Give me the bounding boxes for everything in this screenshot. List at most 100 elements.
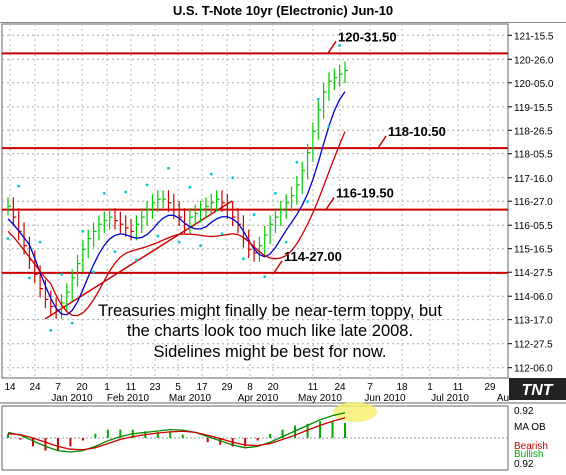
x-day-label: 23	[149, 382, 161, 393]
tnt-logo: TNT	[509, 378, 566, 400]
stop-dot	[209, 172, 213, 176]
y-tick-label: 117-16.0	[514, 174, 553, 185]
chart-title: U.S. T-Note 10yr (Electronic) Jun-10	[0, 0, 566, 23]
y-tick-label: 118-26.5	[514, 126, 553, 137]
stop-dot	[316, 97, 320, 101]
y-tick-label: 112-06.0	[514, 364, 553, 375]
stop-dot	[113, 250, 117, 254]
y-tick-label: 118-05.5	[514, 150, 553, 161]
x-day-label: 29	[484, 382, 496, 393]
stop-dot	[306, 200, 309, 203]
y-tick-label: 114-27.5	[514, 268, 553, 279]
stop-dot	[327, 125, 331, 128]
stop-dot	[145, 183, 149, 187]
annotation-line-3: Sidelines might be best for now.	[154, 343, 387, 361]
y-tick-label: 120-05.0	[514, 79, 554, 90]
level-pointer	[273, 260, 283, 274]
oscillator-label: Bullish	[514, 449, 543, 460]
stop-dot	[241, 257, 245, 261]
stop-dot	[124, 190, 128, 194]
x-day-label: 1	[427, 382, 433, 393]
level-label: 120-31.50	[338, 29, 397, 44]
stop-dot	[156, 234, 160, 238]
oscillator-label: 0.92	[514, 406, 534, 417]
y-tick-label: 112-27.5	[514, 340, 553, 351]
x-day-label: 14	[4, 382, 16, 393]
stop-dot	[134, 258, 138, 262]
y-tick-label: 116-27.0	[514, 197, 553, 208]
x-month-label: Jul 2010	[431, 393, 469, 404]
y-tick-label: 121-15.5	[514, 31, 554, 42]
moving-average-1	[7, 91, 346, 316]
stop-dot	[17, 184, 21, 188]
y-tick-label: 119-15.5	[514, 103, 553, 114]
annotation-line-1: Treasuries might finally be near-term to…	[98, 302, 442, 320]
stop-dot	[188, 185, 192, 189]
stop-dot	[70, 321, 74, 325]
x-day-label: 1	[104, 382, 110, 393]
x-month-label: Jan 2010	[51, 393, 93, 404]
x-month-label: Feb 2010	[107, 393, 150, 404]
level-pointer	[325, 197, 335, 210]
x-month-label: Jun 2010	[364, 393, 406, 404]
stop-dot	[167, 166, 170, 170]
stop-dot	[81, 229, 85, 233]
oscillator-line	[7, 417, 346, 451]
oscillator-line	[7, 412, 346, 453]
x-day-label: 20	[76, 382, 88, 393]
y-tick-label: 120-26.0	[514, 55, 554, 66]
stop-dot	[6, 237, 10, 240]
x-day-label: 11	[126, 382, 137, 393]
y-tick-label: 116-05.5	[514, 221, 553, 232]
x-day-label: 18	[396, 382, 408, 393]
stop-dot	[60, 272, 63, 276]
level-label: 116-19.50	[336, 186, 394, 201]
stop-dot	[274, 191, 277, 195]
stop-dot	[338, 44, 342, 47]
stop-dot	[231, 176, 235, 180]
x-month-label: Au	[497, 393, 509, 404]
x-month-label: Apr 2010	[238, 393, 279, 404]
x-day-label: 20	[267, 382, 279, 393]
x-month-label: Mar 2010	[169, 393, 212, 404]
moving-average-2	[7, 131, 346, 317]
stop-dot	[27, 276, 31, 280]
stop-dot	[38, 240, 42, 244]
x-day-label: 7	[55, 382, 61, 393]
y-tick-label: 113-17.0	[514, 316, 553, 327]
level-pointer	[327, 40, 337, 54]
oscillator-label: 0.92	[514, 459, 534, 470]
stop-dot	[177, 240, 181, 244]
stop-dot	[263, 275, 267, 279]
annotation-line-2: the charts look too much like late 2008.	[127, 322, 413, 340]
x-day-label: 8	[247, 382, 253, 393]
stop-dot	[220, 232, 224, 236]
x-day-label: 24	[29, 382, 41, 393]
x-day-label: 7	[367, 382, 373, 393]
highlight-ellipse	[333, 402, 377, 422]
x-month-label: May 2010	[298, 393, 342, 404]
x-day-label: 17	[196, 382, 208, 393]
x-day-label: 11	[308, 382, 319, 393]
x-day-label: 11	[453, 382, 464, 393]
stop-dot	[295, 160, 299, 164]
level-label: 114-27.00	[284, 249, 342, 264]
x-day-label: 24	[334, 382, 346, 393]
stop-dot	[252, 213, 256, 217]
y-tick-label: 114-06.0	[514, 292, 553, 303]
x-day-label: 5	[175, 382, 181, 393]
level-pointer	[377, 135, 387, 149]
stop-dot	[92, 270, 95, 274]
stop-dot	[199, 244, 202, 248]
oscillator-label: MA OB	[514, 422, 546, 433]
level-label: 118-10.50	[388, 124, 446, 139]
stop-dot	[284, 240, 288, 244]
stop-dot	[102, 191, 106, 195]
y-tick-label: 115-16.5	[514, 245, 553, 256]
oscillator-label: Bearish	[514, 441, 548, 452]
stop-dot	[49, 328, 53, 332]
logo-text: TNT	[521, 382, 553, 399]
x-day-label: 29	[221, 382, 233, 393]
